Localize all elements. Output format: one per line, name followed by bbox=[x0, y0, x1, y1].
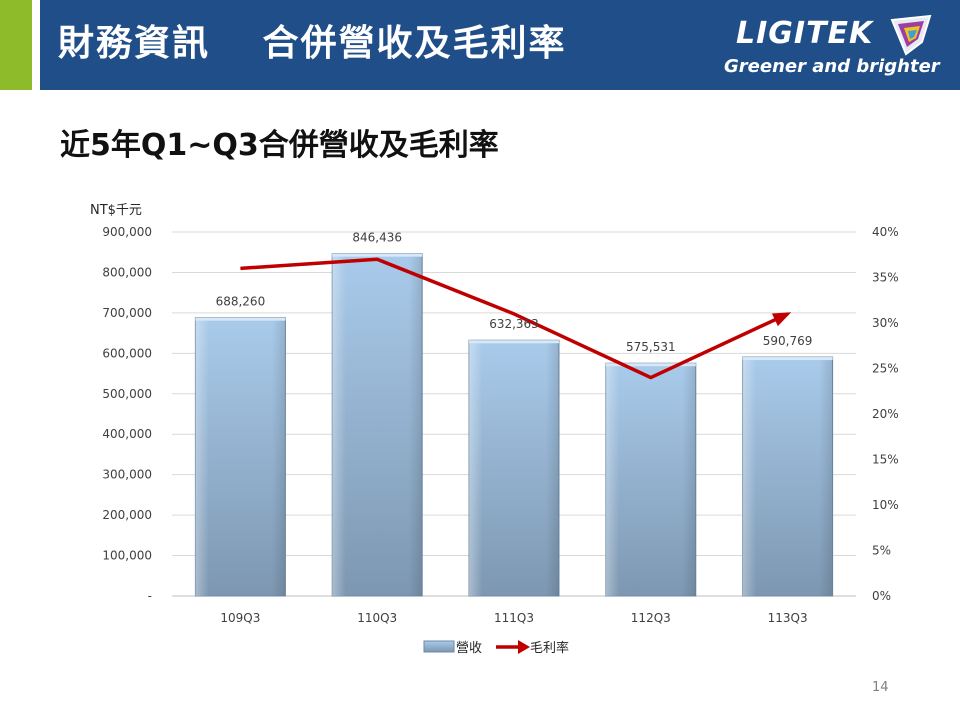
header-title: 財務資訊 合併營收及毛利率 bbox=[58, 23, 567, 64]
x-tick-label: 112Q3 bbox=[631, 611, 671, 625]
y-tick-label: 900,000 bbox=[102, 225, 152, 239]
bar-data-label: 846,436 bbox=[352, 231, 402, 245]
accent-bar bbox=[0, 0, 32, 90]
y2-tick-label: 25% bbox=[872, 362, 899, 376]
y2-tick-label: 30% bbox=[872, 316, 899, 330]
legend-bar-label: 營收 bbox=[456, 641, 482, 656]
y2-tick-label: 20% bbox=[872, 407, 899, 421]
bar-data-label: 575,531 bbox=[626, 340, 676, 354]
bar-shading bbox=[605, 363, 696, 596]
bar-top-highlight bbox=[332, 253, 423, 257]
y-tick-label: 100,000 bbox=[102, 549, 152, 563]
y-tick-label: 200,000 bbox=[102, 508, 152, 522]
y-tick-label: 600,000 bbox=[102, 346, 152, 360]
legend-line-arrow bbox=[518, 640, 530, 654]
bar-shading bbox=[469, 340, 559, 596]
legend-line-label: 毛利率 bbox=[530, 640, 569, 656]
x-tick-label: 111Q3 bbox=[494, 611, 534, 625]
y-tick-label: - bbox=[148, 589, 152, 603]
bar-data-label: 632,363 bbox=[489, 317, 539, 331]
bar-top-highlight bbox=[469, 340, 559, 344]
company-logo: LIGITEK Greener and brighter bbox=[724, 12, 942, 82]
bar-top-highlight bbox=[605, 363, 696, 367]
bar-shading bbox=[742, 357, 833, 596]
bar-data-label: 590,769 bbox=[763, 334, 813, 348]
line-arrowhead bbox=[771, 312, 792, 327]
y2-tick-label: 5% bbox=[872, 544, 891, 558]
page-number: 14 bbox=[872, 680, 889, 695]
y2-tick-label: 0% bbox=[872, 589, 891, 603]
logo-wordmark: LIGITEK bbox=[736, 16, 874, 51]
y-tick-label: 400,000 bbox=[102, 427, 152, 441]
y-tick-label: 700,000 bbox=[102, 306, 152, 320]
y-axis-title: NT$千元 bbox=[90, 203, 142, 218]
bar-shading bbox=[195, 317, 286, 596]
logo-tagline: Greener and brighter bbox=[724, 56, 940, 77]
x-tick-label: 113Q3 bbox=[768, 611, 808, 625]
header-banner: 財務資訊 合併營收及毛利率 LIGITEK Greener and bright… bbox=[40, 0, 960, 90]
y-tick-label: 800,000 bbox=[102, 265, 152, 279]
x-tick-label: 109Q3 bbox=[220, 611, 260, 625]
y2-tick-label: 10% bbox=[872, 498, 899, 512]
bar-shading bbox=[332, 253, 423, 596]
slide-title: 近5年Q1~Q3合併營收及毛利率 bbox=[60, 128, 499, 163]
logo-shield-icon bbox=[890, 14, 932, 56]
y-tick-label: 300,000 bbox=[102, 468, 152, 482]
x-tick-label: 110Q3 bbox=[357, 611, 397, 625]
y2-tick-label: 40% bbox=[872, 225, 899, 239]
bar-top-highlight bbox=[742, 357, 833, 361]
y-tick-label: 500,000 bbox=[102, 387, 152, 401]
bar-top-highlight bbox=[195, 317, 286, 321]
bar-data-label: 688,260 bbox=[216, 295, 266, 309]
y2-tick-label: 15% bbox=[872, 453, 899, 467]
y2-tick-label: 35% bbox=[872, 271, 899, 285]
legend-bar-swatch bbox=[423, 640, 455, 653]
